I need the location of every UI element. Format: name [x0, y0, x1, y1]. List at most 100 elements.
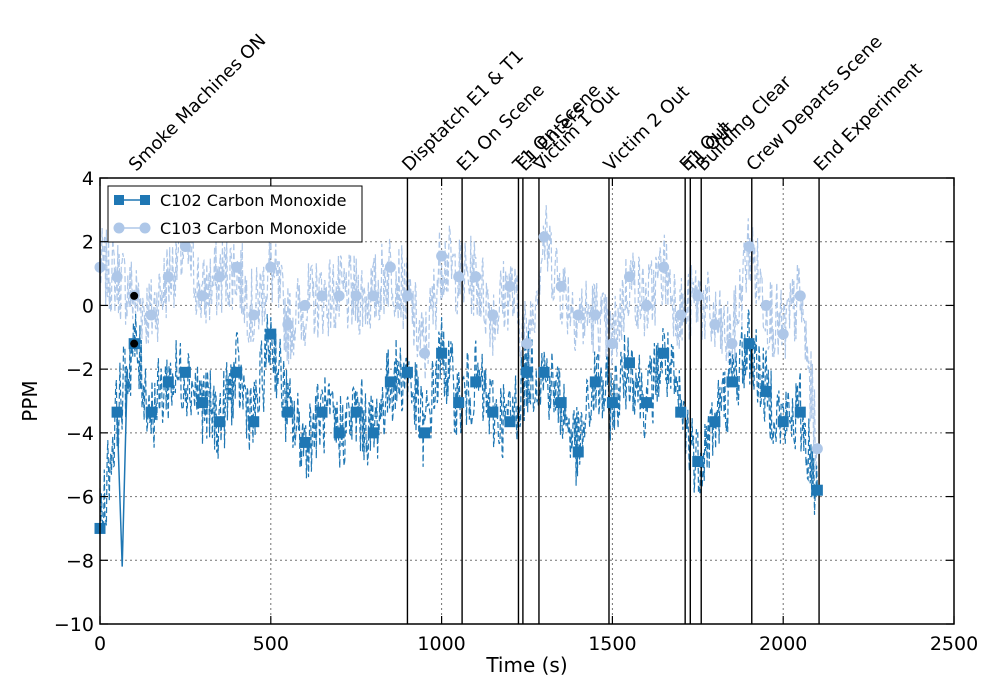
c102-dip-segment [116, 369, 129, 567]
c103-marker [623, 271, 635, 283]
c103-marker [521, 338, 533, 350]
c102-marker [111, 406, 123, 418]
c102-marker [384, 376, 396, 388]
event-label: Smoke Machines ON [125, 30, 270, 175]
c102-marker [179, 366, 191, 378]
c102-marker [538, 366, 550, 378]
c103-marker [692, 290, 704, 302]
c102-marker [367, 427, 379, 439]
c103-marker [658, 261, 670, 273]
legend: C102 Carbon Monoxide C103 Carbon Monoxid… [107, 185, 363, 243]
plot-frame [99, 177, 955, 625]
c103-marker [145, 309, 157, 321]
c103-marker [214, 271, 226, 283]
legend-circle-right-c103 [139, 222, 151, 234]
c102-marker [401, 366, 413, 378]
c102-marker [248, 416, 260, 428]
x-tick-label: 2000 [759, 633, 807, 655]
x-tick-label: 0 [94, 633, 106, 655]
c103-marker [453, 271, 465, 283]
series-markers [94, 231, 823, 534]
c103-marker [350, 290, 362, 302]
c102-marker [675, 406, 687, 418]
x-tick-label: 1000 [417, 633, 465, 655]
c103-marker [162, 271, 174, 283]
c103-marker [760, 299, 772, 311]
c102-marker [487, 406, 499, 418]
c102-marker [504, 416, 516, 428]
legend-label-c103: C103 Carbon Monoxide [160, 219, 346, 238]
y-tick-label: −8 [66, 550, 94, 572]
c103-marker [436, 250, 448, 262]
x-tick-label: 500 [253, 633, 289, 655]
c103-marker [606, 338, 618, 350]
y-tick-label: 2 [82, 232, 94, 254]
c103-marker [316, 290, 328, 302]
c102-marker [521, 366, 533, 378]
c102-marker [606, 397, 618, 409]
c102-marker [811, 484, 823, 496]
c102-marker [589, 376, 601, 388]
c103-marker [555, 280, 567, 292]
c102-marker [692, 456, 704, 468]
c102-marker [299, 436, 311, 448]
c103-marker [367, 290, 379, 302]
c102-marker [436, 347, 448, 359]
c103-marker [299, 299, 311, 311]
x-axis-title: Time (s) [485, 653, 567, 677]
c103-marker [179, 240, 191, 252]
c103-marker [709, 319, 721, 331]
c102-marker [623, 357, 635, 369]
legend-square-right-c102 [140, 195, 150, 205]
legend-circle-left-c103 [113, 222, 125, 234]
c102-marker [658, 347, 670, 359]
c102-marker [709, 416, 721, 428]
y-tick-label: −2 [66, 359, 94, 381]
c102-marker [641, 397, 653, 409]
c102-marker [265, 328, 277, 340]
c102-marker [470, 376, 482, 388]
y-tick-label: 0 [82, 295, 94, 317]
event-dot [130, 291, 139, 300]
c103-marker [111, 271, 123, 283]
c103-marker [196, 290, 208, 302]
c103-marker [419, 347, 431, 359]
c103-marker [811, 443, 823, 455]
c102-marker [282, 406, 294, 418]
c102-marker [777, 416, 789, 428]
y-tick-label: 4 [82, 168, 94, 190]
c103-marker [777, 328, 789, 340]
series-lines [99, 205, 818, 567]
c103-marker [384, 261, 396, 273]
legend-box [107, 185, 363, 243]
x-tick-label: 1500 [588, 633, 636, 655]
c103-marker [248, 309, 260, 321]
c103-marker [265, 261, 277, 273]
c102-marker [555, 397, 567, 409]
y-tick-label: −6 [66, 487, 94, 509]
c103-marker [538, 231, 550, 243]
y-tick-label: −4 [66, 423, 94, 445]
c102-marker [350, 406, 362, 418]
c103-marker [504, 280, 516, 292]
c102-marker [794, 406, 806, 418]
c103-marker [743, 240, 755, 252]
legend-label-c102: C102 Carbon Monoxide [160, 191, 346, 210]
c103-marker [641, 299, 653, 311]
c102-marker [419, 427, 431, 439]
y-tick-label: −10 [54, 614, 94, 636]
c103-marker [401, 290, 413, 302]
c102-marker [333, 427, 345, 439]
c102-marker [743, 338, 755, 350]
legend-square-left-c102 [114, 195, 124, 205]
c102-marker [760, 385, 772, 397]
c103-marker [726, 338, 738, 350]
c103-marker [282, 319, 294, 331]
y-axis-title: PPM [18, 380, 42, 421]
axis-ticks: 0 500 1000 1500 2000 2500 −10 −8 −6 −4 −2 0 2 4 [54, 168, 978, 655]
event-dot [130, 339, 139, 348]
c103-marker [487, 309, 499, 321]
c103-series-line [99, 205, 818, 475]
